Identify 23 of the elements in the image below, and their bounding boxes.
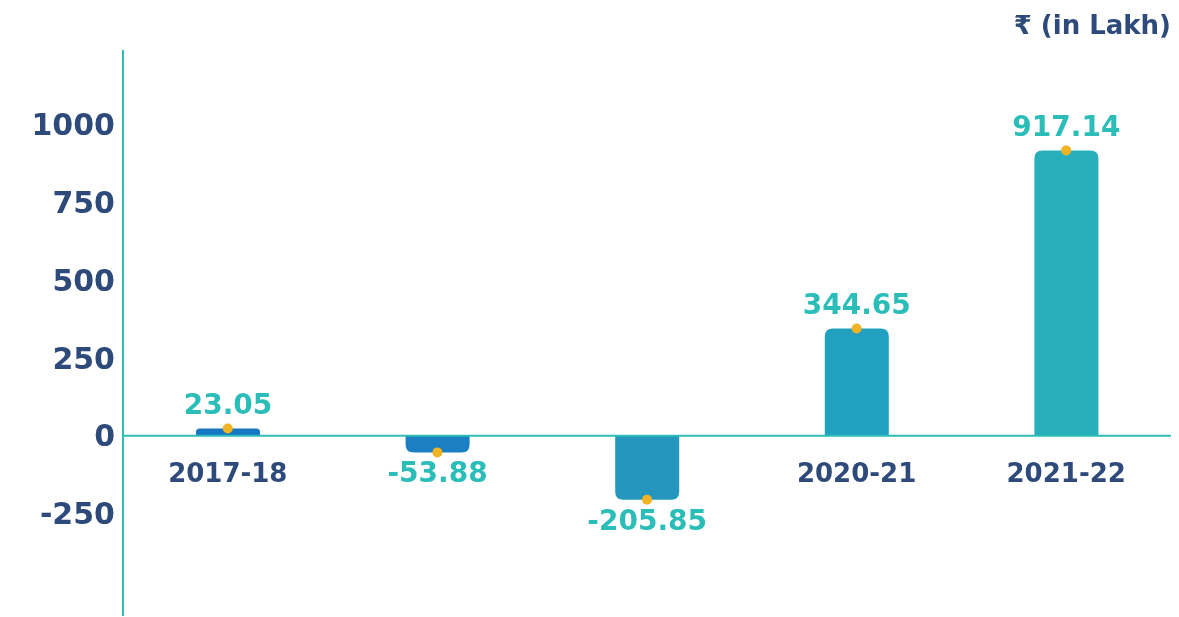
bar [824,328,889,436]
data-label: 23.05 [183,388,273,422]
bar [1034,150,1099,436]
y-tick-label: 1000 [31,107,115,143]
point [851,323,862,334]
point [432,447,443,458]
data-label: 344.65 [802,288,911,322]
data-label: -53.88 [387,456,488,490]
y-tick-label: 500 [52,262,115,298]
y-tick-label: -250 [39,496,115,532]
y-tick-label: 250 [52,340,115,376]
data-label: 917.14 [1012,110,1121,144]
y-tick-label: 0 [94,418,115,454]
x-tick-label: 2021-22 [1006,457,1126,488]
y-axis-title: ₹ (in Lakh) [1013,10,1171,40]
point [642,494,652,505]
bar [615,435,680,500]
y-tick-label: 750 [52,185,115,221]
point [222,423,233,434]
data-label: -205.85 [587,503,708,537]
point [1061,145,1072,156]
x-tick-label: 2017-18 [168,457,288,488]
x-tick-label: 2020-21 [796,457,917,488]
